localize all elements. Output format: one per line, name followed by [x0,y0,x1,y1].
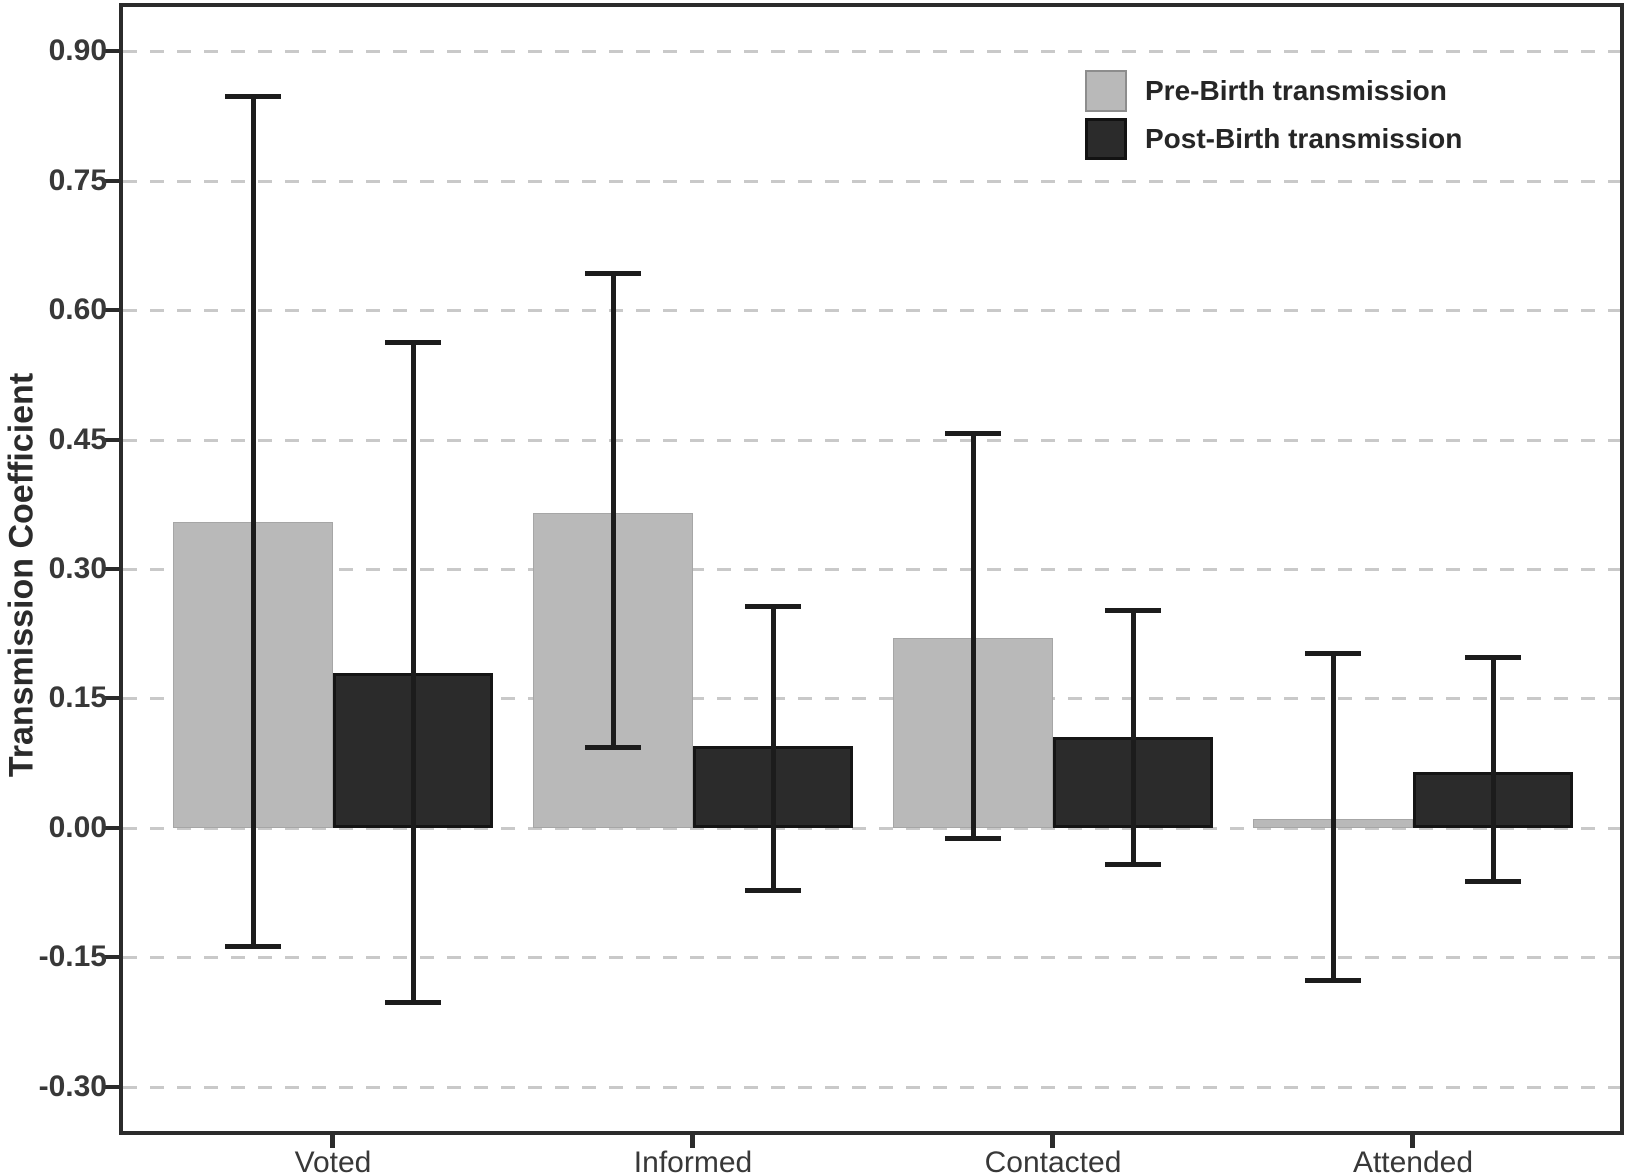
gridline-0.90 [123,50,1620,54]
legend-label-pre-birth: Pre-Birth transmission [1145,75,1447,106]
error-cap-bottom-pre-birth-informed [585,745,641,751]
error-line-pre-birth-voted [250,94,256,949]
gridline-0.45 [123,438,1620,442]
error-cap-bottom-pre-birth-contacted [945,835,1001,841]
error-bar-pre-birth-informed [585,271,641,751]
error-cap-bottom-post-birth-attended [1465,879,1521,885]
error-bar-post-birth-voted [385,340,441,1005]
legend-label-post-birth: Post-Birth transmission [1145,123,1463,154]
y-tick-mark-0.90 [105,49,119,54]
error-cap-bottom-post-birth-contacted [1105,861,1161,867]
x-tick-mark-voted [330,1135,335,1148]
error-cap-bottom-pre-birth-attended [1305,978,1361,984]
x-tick-label-attended: Attended [1352,1146,1474,1175]
gridline--0.30 [123,1085,1620,1089]
legend-item-post-birth: Post-Birth transmission [1085,118,1462,160]
y-tick-mark-0.15 [105,696,119,701]
error-bar-post-birth-contacted [1105,607,1161,867]
error-line-post-birth-informed [770,603,776,893]
error-cap-bottom-post-birth-voted [385,999,441,1005]
y-tick-mark-0.30 [105,567,119,571]
y-tick-label-0.75: 0.75 [48,163,107,197]
plot-area: Pre-Birth transmission Post-Birth transm… [119,3,1624,1135]
error-bar-post-birth-informed [745,603,801,893]
legend-item-pre-birth: Pre-Birth transmission [1085,70,1462,112]
x-tick-mark-informed [690,1135,695,1148]
error-line-pre-birth-attended [1330,651,1336,984]
y-tick-mark-0.75 [105,178,119,183]
legend-swatch-post-birth [1085,118,1127,160]
gridline-0.15 [123,697,1620,701]
y-tick-label-0.60: 0.60 [48,293,107,326]
y-tick-label-0.15: 0.15 [48,681,107,715]
y-tick-label-0.45: 0.45 [48,422,107,456]
gridline--0.15 [123,956,1620,960]
error-bar-pre-birth-voted [225,94,281,949]
y-tick-label-0.90: 0.90 [48,34,107,68]
legend: Pre-Birth transmission Post-Birth transm… [1085,70,1462,160]
x-tick-mark-attended [1410,1135,1415,1148]
y-tick-mark--0.30 [105,1084,119,1089]
x-tick-label-contacted: Contacted [984,1146,1122,1175]
y-tick-label--0.30: -0.30 [38,1069,107,1103]
gridline-0.00 [123,826,1620,830]
y-tick-label-0.00: 0.00 [48,810,107,844]
error-line-post-birth-contacted [1130,607,1136,867]
x-tick-label-informed: Informed [633,1146,753,1175]
gridline-0.60 [123,309,1620,312]
gridline-0.75 [123,179,1620,183]
y-tick-mark-0.60 [105,308,119,312]
error-bar-pre-birth-contacted [945,430,1001,841]
x-tick-label-voted: Voted [294,1146,372,1175]
gridline-0.30 [123,568,1620,571]
x-tick-mark-contacted [1050,1135,1055,1148]
y-tick-label--0.15: -0.15 [38,940,107,974]
error-bar-pre-birth-attended [1305,651,1361,984]
y-tick-mark-0.00 [105,825,119,830]
error-line-pre-birth-informed [610,271,616,751]
y-tick-mark--0.15 [105,955,119,960]
legend-swatch-pre-birth [1085,70,1127,112]
error-cap-bottom-pre-birth-voted [225,943,281,949]
error-line-post-birth-attended [1490,655,1496,885]
error-line-pre-birth-contacted [970,430,976,841]
y-tick-label-0.30: 0.30 [48,552,107,585]
error-bar-post-birth-attended [1465,655,1521,885]
error-cap-bottom-post-birth-informed [745,887,801,893]
y-tick-mark-0.45 [105,437,119,442]
error-line-post-birth-voted [410,340,416,1005]
